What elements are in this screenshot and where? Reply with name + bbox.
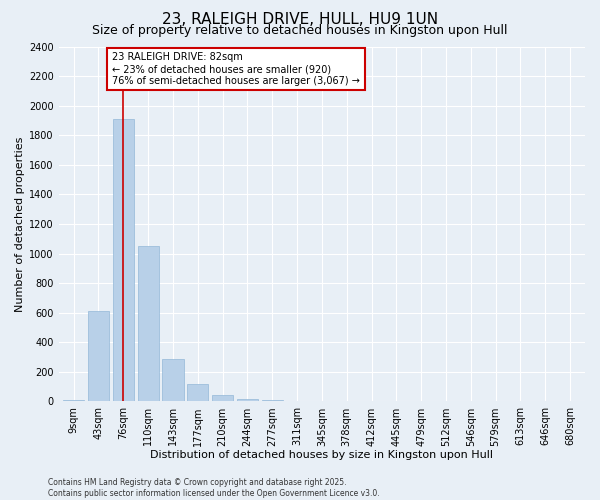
Bar	[88, 312, 109, 402]
Text: 23 RALEIGH DRIVE: 82sqm
← 23% of detached houses are smaller (920)
76% of semi-d: 23 RALEIGH DRIVE: 82sqm ← 23% of detache…	[112, 52, 360, 86]
Bar	[287, 400, 308, 402]
Text: Contains HM Land Registry data © Crown copyright and database right 2025.
Contai: Contains HM Land Registry data © Crown c…	[48, 478, 380, 498]
Bar	[163, 358, 184, 402]
Bar	[113, 119, 134, 402]
Text: 23, RALEIGH DRIVE, HULL, HU9 1UN: 23, RALEIGH DRIVE, HULL, HU9 1UN	[162, 12, 438, 28]
Y-axis label: Number of detached properties: Number of detached properties	[15, 136, 25, 312]
Bar	[262, 400, 283, 402]
Bar	[63, 400, 84, 402]
Bar	[237, 399, 258, 402]
Bar	[137, 246, 158, 402]
Bar	[187, 384, 208, 402]
X-axis label: Distribution of detached houses by size in Kingston upon Hull: Distribution of detached houses by size …	[151, 450, 493, 460]
Text: Size of property relative to detached houses in Kingston upon Hull: Size of property relative to detached ho…	[92, 24, 508, 37]
Bar	[212, 394, 233, 402]
